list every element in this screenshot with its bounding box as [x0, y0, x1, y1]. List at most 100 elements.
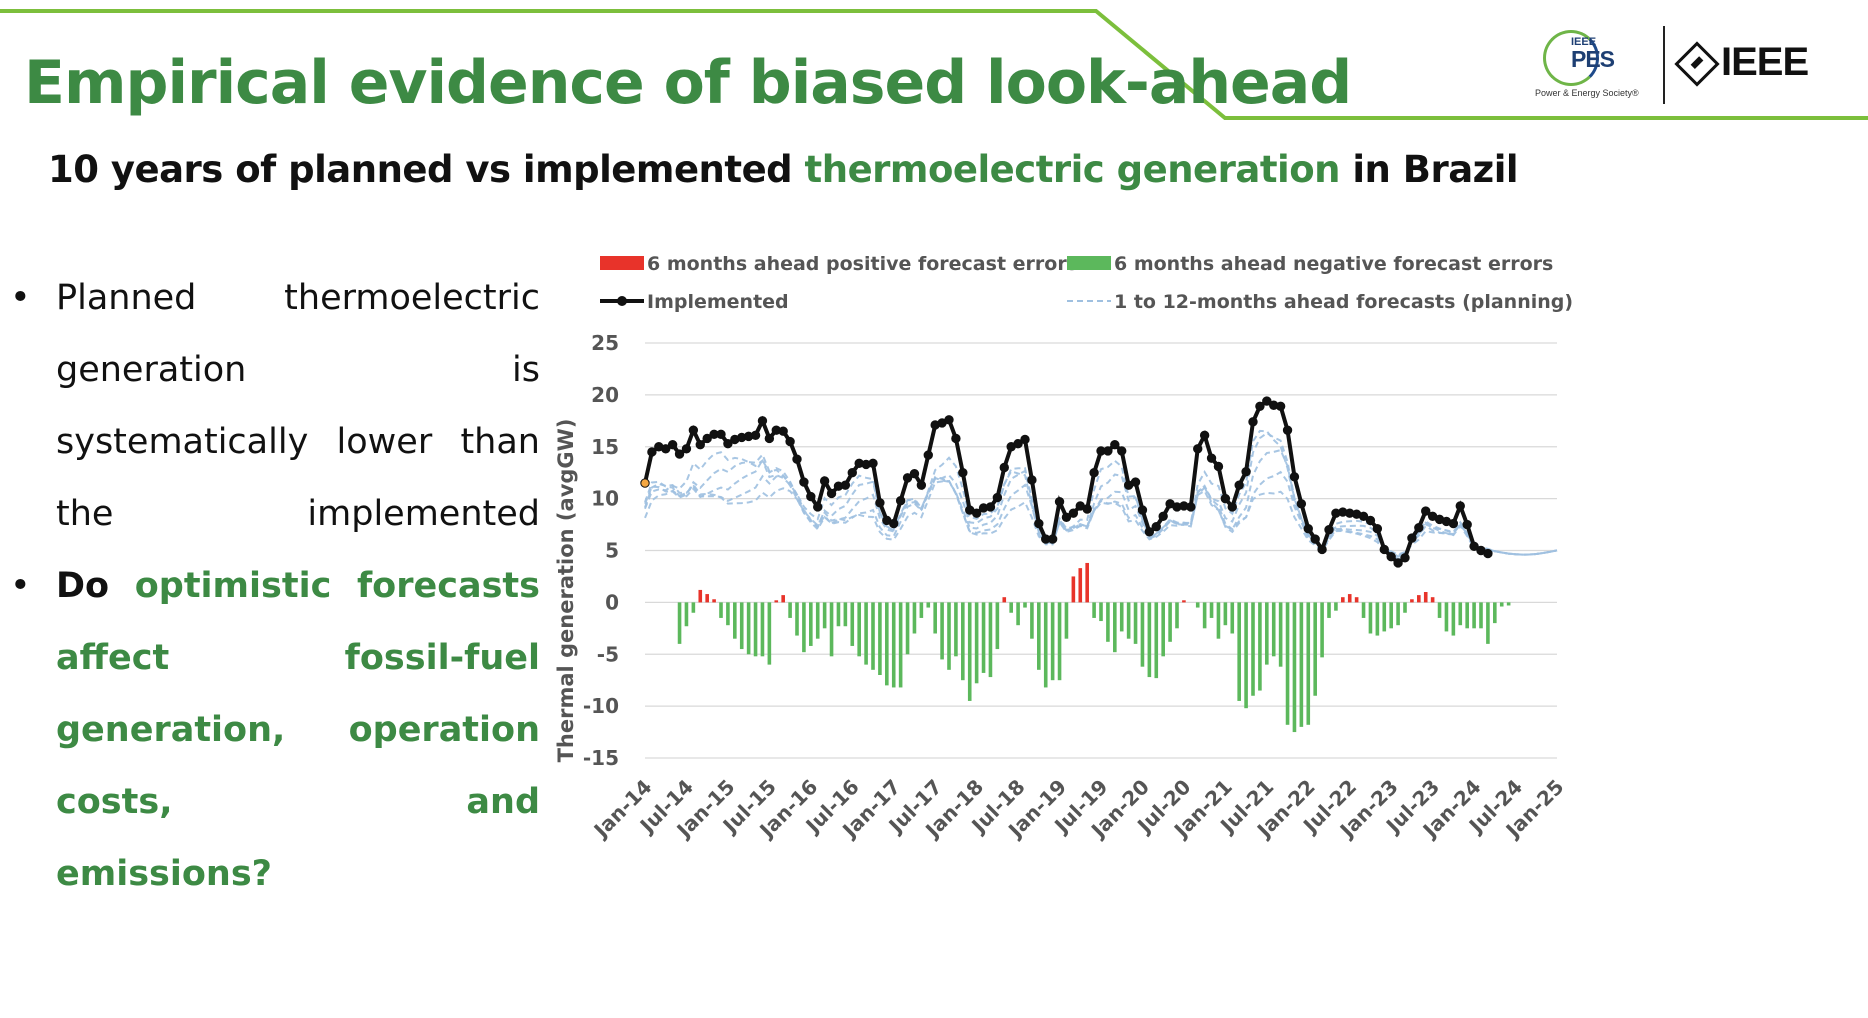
negative-error-bar [1209, 602, 1214, 618]
y-axis-title: Thermal generation (avgGW) [554, 419, 578, 763]
negative-error-bar [822, 602, 827, 629]
positive-error-bar [1410, 599, 1414, 603]
negative-error-bar [926, 602, 931, 608]
implemented-point [971, 508, 982, 518]
implemented-point [1206, 453, 1217, 463]
implemented-point [895, 496, 906, 506]
implemented-point [1193, 444, 1203, 454]
forecast-line [644, 448, 1558, 558]
negative-error-bar [1334, 602, 1338, 611]
implemented-point [1358, 511, 1369, 521]
negative-error-bar [1361, 602, 1366, 618]
implemented-point [1324, 525, 1334, 535]
positive-error-bar [1430, 597, 1435, 603]
ieee-wordmark: IEEE [1721, 40, 1809, 84]
pes-ring-icon [1543, 30, 1599, 86]
negative-error-bar [1216, 602, 1221, 639]
bullet-item-2: Do optimistic forecasts affect fossil-fu… [0, 550, 540, 910]
implemented-point [1393, 558, 1403, 568]
negative-error-bar [1265, 602, 1269, 665]
negative-error-bar [788, 602, 792, 618]
implemented-point [1213, 461, 1224, 472]
implemented-point [785, 436, 795, 447]
legend-swatch [1067, 256, 1111, 270]
ieee-logo: IEEE [1674, 38, 1847, 88]
negative-error-bar [767, 602, 772, 665]
logo-group: IEEE PES Power & Energy Society® IEEE [1535, 20, 1855, 115]
logo-divider [1663, 26, 1665, 104]
negative-error-bar [1161, 602, 1165, 657]
chart-legend: 6 months ahead positive forecast errors 6… [600, 253, 1573, 313]
negative-error-bar [974, 602, 979, 684]
implemented-point [951, 433, 961, 444]
negative-error-bar [1230, 602, 1235, 634]
implemented-point [661, 444, 671, 454]
implemented-point [757, 416, 768, 426]
negative-error-bar [1202, 602, 1207, 629]
positive-error-bar [1417, 595, 1421, 603]
negative-error-bar [940, 602, 944, 660]
implemented-point [847, 467, 857, 478]
negative-error-bar [857, 602, 861, 657]
implemented-point [1483, 548, 1493, 559]
negative-error-bar [1223, 602, 1228, 626]
negative-error-bar [1244, 602, 1248, 709]
implemented-point [889, 518, 899, 529]
negative-error-bar [1486, 602, 1490, 644]
negative-error-bar [1133, 602, 1138, 644]
implemented-point [1068, 508, 1079, 518]
implemented-point [1365, 515, 1376, 526]
bullet-2-green: optimistic forecasts affect fossil-fuel … [56, 566, 540, 822]
negative-error-bar [1113, 602, 1117, 653]
implemented-point [750, 430, 761, 441]
implemented-point [1317, 544, 1327, 555]
implemented-point [1061, 512, 1072, 522]
pes-big-text: PES [1571, 46, 1615, 72]
implemented-point [723, 438, 733, 449]
implemented-point [806, 491, 816, 502]
negative-error-bar [843, 602, 848, 627]
implemented-point [1130, 477, 1141, 487]
negative-error-bar [981, 602, 986, 673]
negative-error-bar [995, 602, 1000, 650]
negative-error-bar [733, 602, 737, 639]
implemented-point [1310, 534, 1320, 544]
negative-error-bar [1458, 602, 1463, 626]
positive-error-bar [1354, 597, 1359, 603]
negative-error-bar [1064, 602, 1069, 639]
implemented-point [1151, 521, 1161, 532]
implemented-point [1027, 475, 1037, 485]
implemented-point [1013, 438, 1023, 449]
ieee-pes-logo: IEEE PES Power & Energy Society® [1535, 24, 1650, 110]
subtitle-part2: in Brazil [1339, 148, 1519, 191]
implemented-point [1421, 506, 1431, 516]
negative-error-bar [1037, 602, 1041, 670]
implemented-point [1020, 434, 1030, 445]
implemented-point [813, 502, 823, 512]
implemented-point [999, 462, 1009, 473]
positive-error-bar [774, 600, 779, 603]
implemented-point [1186, 502, 1196, 512]
negative-error-bar [1451, 602, 1456, 636]
slide-subtitle: 10 years of planned vs implemented therm… [48, 148, 1519, 191]
negative-error-bar [1195, 602, 1200, 608]
negative-error-bar [905, 602, 910, 655]
implemented-point [716, 429, 726, 440]
implemented-point [640, 478, 650, 488]
positive-error-bar [712, 599, 716, 603]
implemented-point [695, 439, 705, 450]
negative-error-bar [795, 602, 799, 636]
implemented-point [1469, 541, 1479, 552]
implemented-point [992, 492, 1003, 503]
y-tick-label: 10 [591, 487, 619, 511]
subtitle-part1: 10 years of planned vs implemented [48, 148, 805, 191]
negative-error-bar [1465, 602, 1469, 629]
slide-header-frame [0, 9, 1868, 120]
bullet-2-lead: Do [56, 566, 110, 606]
implemented-point [1110, 439, 1120, 450]
negative-error-bar [1396, 602, 1400, 626]
implemented-point [1034, 518, 1044, 529]
implemented-point [1386, 552, 1396, 562]
positive-error-bar [1078, 568, 1083, 603]
negative-error-bar [1271, 602, 1276, 657]
